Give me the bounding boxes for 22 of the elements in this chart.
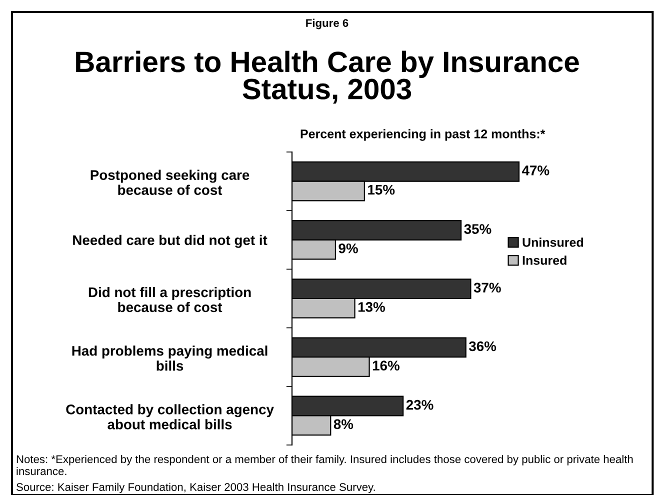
legend-label: Uninsured (522, 238, 584, 247)
data-label: 23% (406, 400, 434, 410)
data-label: 8% (334, 419, 354, 430)
y-tick-label: Had problems paying medical bills (72, 346, 268, 371)
data-label: 47% (522, 166, 550, 176)
chart-subtitle: Figure 6 (306, 18, 348, 30)
source-note: Source: Kaiser Family Foundation, Kaiser 2003 Health Insurance Survey. (16, 482, 375, 494)
legend-label: Insured (522, 256, 566, 265)
data-label: 36% (468, 341, 496, 352)
y-tick-label: Postponed seeking care because of cost (90, 170, 250, 195)
chart-title: Barriers to Health Care by Insurance Status, 2003 (76, 50, 579, 104)
data-label: 35% (464, 224, 492, 234)
data-label: 15% (368, 184, 395, 195)
y-tick-label: Needed care but did not get it (73, 234, 268, 248)
text: Notes: *Experienced by the respondent or a member of their family. Insured includes those covered by public or private health insurance. (16, 455, 633, 476)
data-label: 13% (358, 302, 385, 312)
x-axis-title: Percent experiencing in past 12 months:* (300, 129, 546, 141)
y-tick-label: Did not fill a prescription because of cost (88, 286, 251, 312)
data-label: 9% (338, 243, 358, 254)
y-tick-label: Contacted by collection agency about medical bills (66, 404, 274, 430)
data-label: 37% (474, 282, 501, 293)
data-label: 16% (372, 360, 400, 370)
